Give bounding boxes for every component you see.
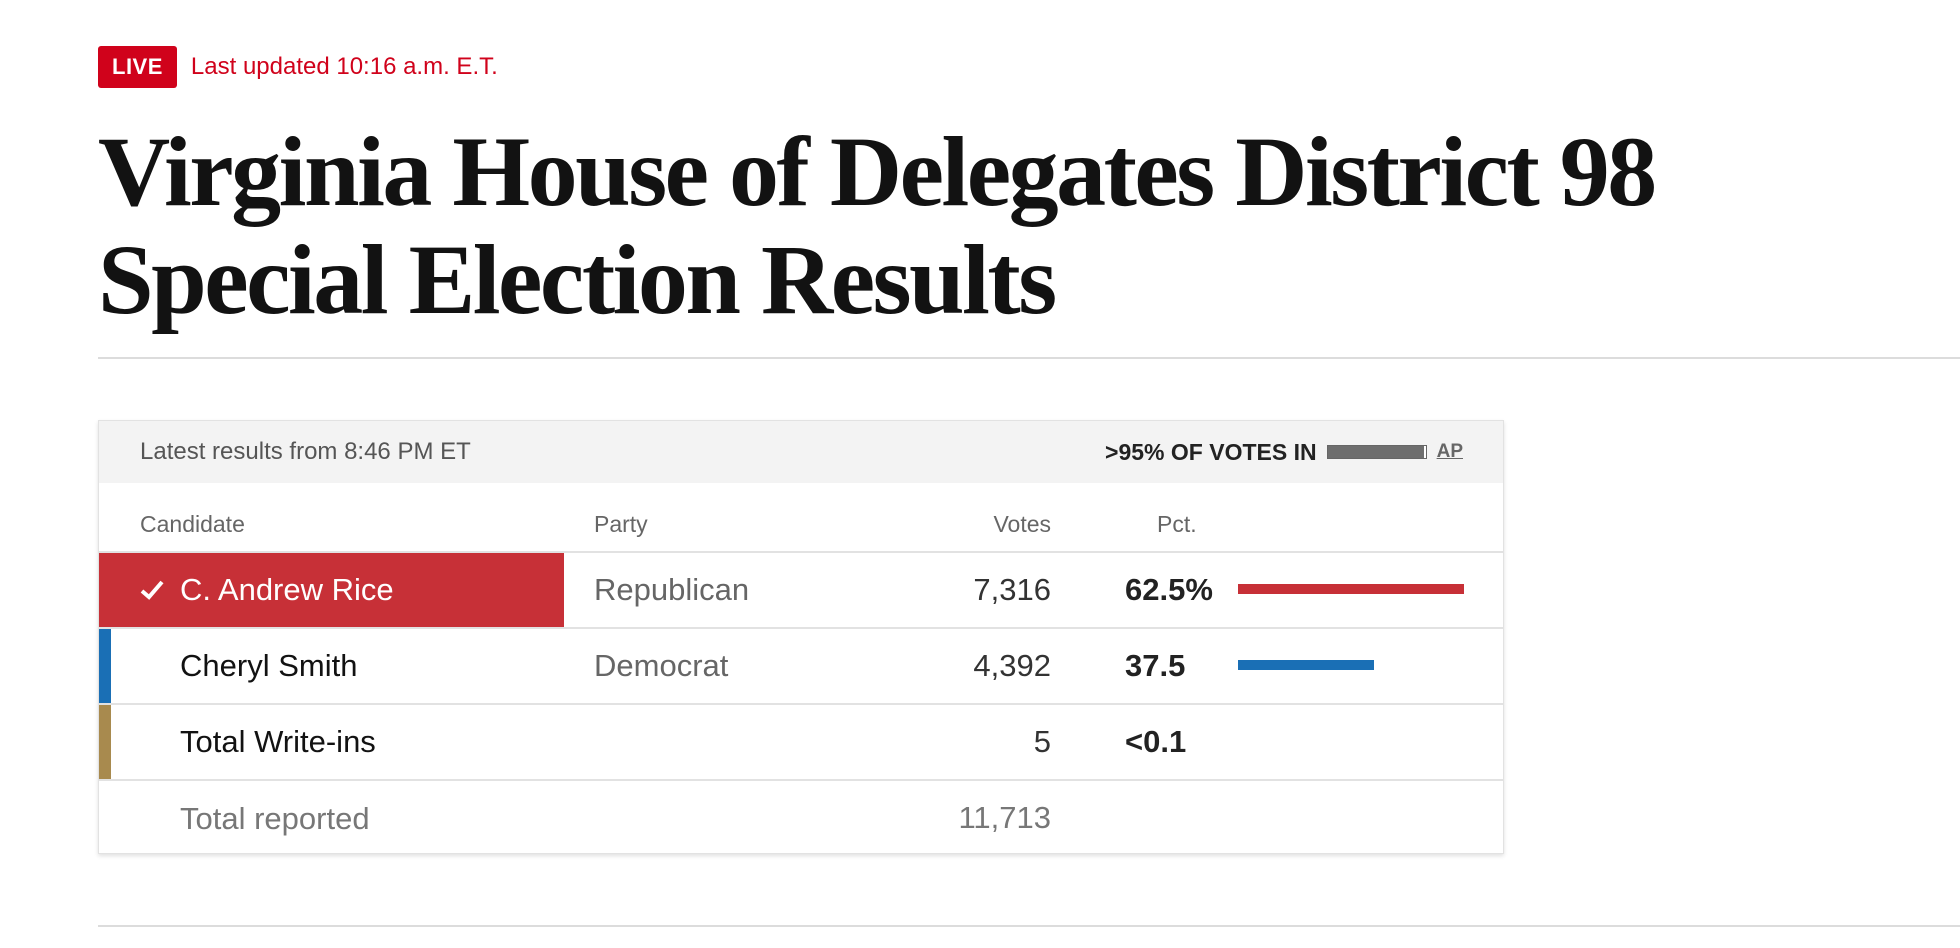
candidate-votes: 4,392 bbox=[973, 648, 1051, 683]
candidate-cell: C. Andrew Rice bbox=[99, 553, 564, 627]
ap-source-link[interactable]: AP bbox=[1436, 441, 1463, 462]
col-candidate: Candidate bbox=[140, 511, 245, 537]
candidate-cell: Cheryl Smith bbox=[99, 629, 564, 703]
candidate-pct: 37.5 bbox=[1125, 648, 1186, 683]
candidate-name: C. Andrew Rice bbox=[180, 572, 394, 607]
reporting-progress-bar bbox=[1326, 445, 1427, 459]
page-title: Virginia House of Delegates District 98 … bbox=[98, 116, 1657, 335]
col-pct: Pct. bbox=[1157, 511, 1197, 537]
last-updated: Last updated 10:16 a.m. E.T. bbox=[190, 53, 498, 80]
table-row: C. Andrew Rice Republican 7,316 62.5% bbox=[99, 553, 1503, 629]
candidate-cell: Total Write-ins bbox=[99, 705, 564, 779]
latest-results-time: Latest results from 8:46 PM ET bbox=[140, 438, 471, 465]
candidate-name: Cheryl Smith bbox=[180, 648, 358, 683]
party-color-stripe bbox=[99, 629, 111, 703]
results-table: Latest results from 8:46 PM ET >95% OF V… bbox=[98, 420, 1504, 854]
candidate-party: Republican bbox=[594, 572, 750, 607]
candidate-votes: 5 bbox=[1033, 724, 1051, 759]
reporting-progress-fill bbox=[1327, 446, 1424, 458]
candidate-pct: 62.5% bbox=[1125, 572, 1213, 607]
candidate-votes: 7,316 bbox=[973, 572, 1051, 607]
col-votes: Votes bbox=[993, 511, 1051, 537]
total-cell: Total reported bbox=[99, 781, 564, 857]
votes-reported: >95% OF VOTES IN AP bbox=[1105, 439, 1463, 466]
candidate-name: Total Write-ins bbox=[180, 724, 376, 759]
live-badge: LIVE bbox=[98, 46, 177, 88]
candidate-party: Democrat bbox=[594, 648, 729, 683]
total-votes: 11,713 bbox=[958, 800, 1051, 835]
col-party: Party bbox=[594, 511, 648, 537]
divider bbox=[98, 357, 1960, 359]
live-status: LIVE Last updated 10:16 a.m. E.T. bbox=[98, 46, 498, 88]
check-icon bbox=[140, 580, 164, 600]
table-row: Cheryl Smith Democrat 4,392 37.5 bbox=[99, 629, 1503, 705]
votes-in-label: >95% OF VOTES IN bbox=[1105, 438, 1317, 465]
pct-bar bbox=[1238, 584, 1464, 594]
total-row: Total reported 11,713 bbox=[99, 781, 1503, 857]
pct-bar bbox=[1238, 660, 1374, 670]
candidate-rows: C. Andrew Rice Republican 7,316 62.5% Ch… bbox=[99, 553, 1503, 857]
results-header: Latest results from 8:46 PM ET >95% OF V… bbox=[99, 421, 1503, 483]
candidate-pct: <0.1 bbox=[1125, 724, 1187, 759]
table-row: Total Write-ins 5 <0.1 bbox=[99, 705, 1503, 781]
column-headers: Candidate Party Votes Pct. bbox=[99, 483, 1503, 553]
divider-bottom bbox=[98, 925, 1960, 927]
total-label: Total reported bbox=[180, 801, 370, 836]
party-color-stripe bbox=[99, 705, 111, 779]
